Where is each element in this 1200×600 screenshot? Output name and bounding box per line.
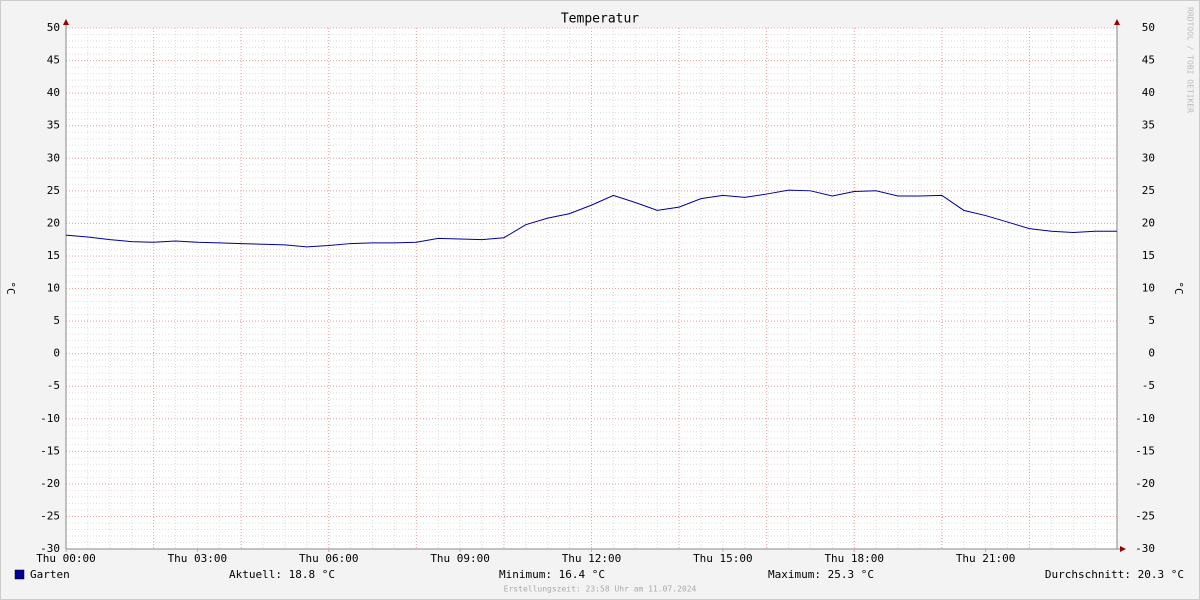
x-tick-label: Thu 15:00: [693, 552, 753, 565]
watermark: RRDTOOL / TOBI OETIKER: [1186, 7, 1195, 113]
y-tick-label: 5: [53, 314, 60, 327]
y2-tick-label: -30: [1135, 542, 1155, 555]
y2-tick-label: -10: [1135, 412, 1155, 425]
y-tick-label: 0: [53, 347, 60, 360]
stat: Maximum: 25.3 °C: [768, 568, 874, 581]
x-tick-label: Thu 03:00: [168, 552, 228, 565]
legend-label: Garten: [30, 568, 70, 581]
y2-tick-label: -25: [1135, 509, 1155, 522]
y-tick-label: 25: [47, 184, 60, 197]
y2-tick-label: 30: [1142, 151, 1155, 164]
y-tick-label: -5: [47, 379, 60, 392]
stat: Minimum: 16.4 °C: [499, 568, 605, 581]
y2-tick-label: 25: [1142, 184, 1155, 197]
x-tick-label: Thu 00:00: [36, 552, 96, 565]
y2-tick-label: -20: [1135, 477, 1155, 490]
chart-title: Temperatur: [561, 12, 639, 27]
y-tick-label: -25: [40, 509, 60, 522]
footer: Erstellungszeit: 23:58 Uhr am 11.07.2024: [504, 585, 697, 594]
y2-tick-label: 20: [1142, 216, 1155, 229]
y-tick-label: 50: [47, 21, 60, 34]
y-tick-label: -15: [40, 444, 60, 457]
x-tick-label: Thu 18:00: [824, 552, 884, 565]
axis-arrow: [1114, 19, 1120, 25]
y-tick-label: 45: [47, 54, 60, 67]
y-tick-label: 40: [47, 86, 60, 99]
axis-arrow: [63, 19, 69, 25]
y-tick-label: -10: [40, 412, 60, 425]
legend-swatch: [14, 569, 25, 580]
y2-tick-label: 35: [1142, 119, 1155, 132]
y2-tick-label: -5: [1142, 379, 1155, 392]
axis-arrow: [1120, 546, 1126, 552]
y2-tick-label: 15: [1142, 249, 1155, 262]
y-tick-label: 20: [47, 216, 60, 229]
data-line: [65, 189, 1117, 248]
y-axis-label: °C: [4, 281, 17, 294]
stat: Durchschnitt: 20.3 °C: [1045, 568, 1184, 581]
y2-axis-label: °C: [1172, 281, 1185, 294]
stat: Aktuell: 18.8 °C: [229, 568, 335, 581]
y2-tick-label: 5: [1148, 314, 1155, 327]
y-tick-label: -30: [40, 542, 60, 555]
y-tick-label: 35: [47, 119, 60, 132]
y-tick-label: 30: [47, 151, 60, 164]
y2-tick-label: 45: [1142, 54, 1155, 67]
x-tick-label: Thu 06:00: [299, 552, 359, 565]
y-tick-label: -20: [40, 477, 60, 490]
y2-tick-label: 0: [1148, 347, 1155, 360]
y-tick-label: 10: [47, 282, 60, 295]
y2-tick-label: 40: [1142, 86, 1155, 99]
y2-tick-label: 50: [1142, 21, 1155, 34]
y2-tick-label: 10: [1142, 282, 1155, 295]
y-tick-label: 15: [47, 249, 60, 262]
x-tick-label: Thu 09:00: [430, 552, 490, 565]
x-tick-label: Thu 21:00: [956, 552, 1016, 565]
y2-tick-label: -15: [1135, 444, 1155, 457]
x-tick-label: Thu 12:00: [562, 552, 622, 565]
